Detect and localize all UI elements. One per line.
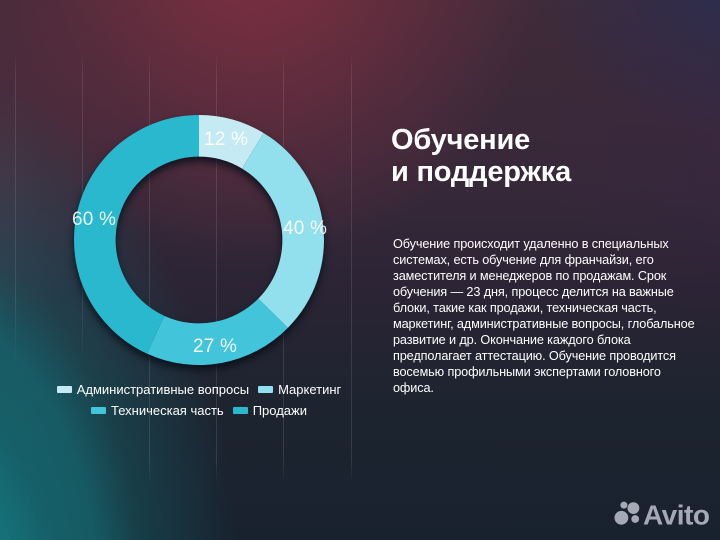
svg-text:Avito: Avito [643, 500, 710, 531]
